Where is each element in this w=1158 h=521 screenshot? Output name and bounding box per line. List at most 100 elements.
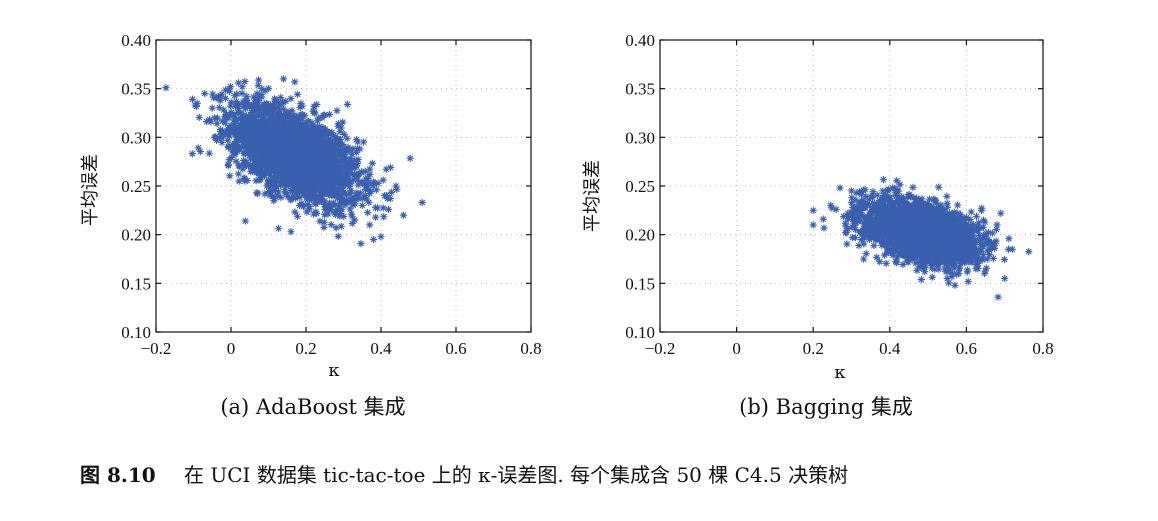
point-b-2006 bbox=[871, 202, 879, 211]
point-b-1524 bbox=[943, 211, 951, 219]
point-a-2475 bbox=[252, 148, 261, 157]
point-a-1899 bbox=[226, 82, 235, 91]
point-b-2125 bbox=[866, 221, 874, 230]
point-b-1710 bbox=[887, 247, 895, 255]
point-a-2514 bbox=[369, 235, 378, 244]
point-a-2169 bbox=[340, 212, 348, 221]
point-a-2391 bbox=[276, 119, 285, 128]
point-a-2393 bbox=[300, 111, 309, 120]
point-b-2378 bbox=[904, 225, 913, 234]
point-b-1007 bbox=[875, 196, 884, 205]
point-a-2033 bbox=[245, 151, 254, 159]
point-b-1887 bbox=[965, 245, 974, 253]
point-a-2320 bbox=[252, 143, 261, 151]
point-a-2259 bbox=[322, 182, 331, 191]
point-a-2129 bbox=[332, 155, 341, 164]
point-a-1778 bbox=[318, 150, 326, 159]
point-b-2062 bbox=[917, 200, 925, 209]
point-b-2040 bbox=[905, 211, 913, 219]
point-b-338 bbox=[935, 183, 943, 191]
point-b-963 bbox=[858, 211, 867, 220]
point-a-1302 bbox=[265, 188, 273, 196]
point-b-2160 bbox=[953, 218, 962, 227]
point-a-2359 bbox=[288, 146, 297, 154]
point-b-2262 bbox=[875, 235, 883, 244]
point-b-358 bbox=[994, 293, 1002, 301]
point-a-244 bbox=[234, 104, 243, 113]
point-b-1570 bbox=[948, 226, 957, 234]
point-b-1683 bbox=[936, 212, 945, 220]
point-a-2342 bbox=[312, 100, 321, 109]
point-a-1102 bbox=[205, 115, 214, 124]
point-b-2238 bbox=[958, 227, 967, 236]
point-a-2420 bbox=[348, 212, 356, 220]
point-a-2197 bbox=[238, 117, 247, 125]
point-a-2502 bbox=[208, 104, 216, 112]
point-a-2427 bbox=[245, 132, 253, 140]
point-b-2313 bbox=[861, 203, 870, 211]
point-b-1909 bbox=[956, 210, 965, 219]
point-a-1938 bbox=[330, 209, 339, 217]
point-a-2426 bbox=[279, 125, 288, 134]
point-a-1290 bbox=[336, 169, 345, 178]
point-b-1234 bbox=[948, 272, 956, 281]
point-b-2354 bbox=[911, 195, 920, 204]
point-a-893 bbox=[343, 100, 352, 109]
point-a-2411 bbox=[268, 141, 277, 149]
point-a-363 bbox=[239, 165, 247, 173]
point-a-2238 bbox=[308, 119, 316, 127]
point-b-2170 bbox=[941, 215, 950, 223]
point-a-2508 bbox=[234, 133, 243, 142]
point-a-2304 bbox=[365, 189, 374, 198]
point-a-1403 bbox=[277, 193, 285, 202]
point-a-2431 bbox=[267, 134, 275, 142]
point-a-1441 bbox=[255, 102, 264, 111]
point-a-1937 bbox=[257, 130, 266, 138]
point-a-1714 bbox=[317, 197, 325, 206]
point-b-1539 bbox=[892, 192, 900, 200]
point-a-1885 bbox=[235, 143, 244, 152]
point-a-1492 bbox=[310, 102, 318, 111]
point-b-1180 bbox=[969, 220, 978, 229]
point-a-2021 bbox=[289, 113, 298, 122]
point-a-672 bbox=[228, 140, 237, 149]
point-a-1511 bbox=[234, 114, 243, 123]
point-a-2321 bbox=[274, 159, 283, 167]
point-b-1835 bbox=[866, 209, 874, 217]
point-a-2293 bbox=[331, 187, 340, 196]
point-a-2403 bbox=[253, 130, 261, 138]
point-a-1173 bbox=[226, 172, 234, 180]
point-b-2367 bbox=[877, 218, 886, 226]
point-b-1743 bbox=[887, 241, 896, 250]
point-a-1220 bbox=[246, 154, 255, 163]
point-a-2486 bbox=[325, 128, 333, 137]
point-b-2047 bbox=[867, 234, 875, 242]
point-a-689 bbox=[334, 232, 342, 241]
point-a-2125 bbox=[327, 165, 335, 173]
point-b-1914 bbox=[904, 213, 913, 221]
point-b-2077 bbox=[978, 235, 987, 243]
point-a-2454 bbox=[284, 111, 293, 120]
point-a-2503 bbox=[234, 79, 243, 87]
point-a-2240 bbox=[301, 125, 309, 133]
point-b-909 bbox=[914, 199, 923, 208]
point-a-2266 bbox=[261, 108, 270, 116]
point-a-1507 bbox=[279, 98, 287, 106]
point-a-2490 bbox=[311, 124, 320, 133]
point-a-2294 bbox=[311, 142, 319, 150]
point-b-2391 bbox=[919, 215, 927, 223]
point-a-2450 bbox=[323, 165, 331, 173]
point-a-2361 bbox=[330, 156, 338, 165]
point-b-1728 bbox=[890, 242, 898, 250]
point-a-1978 bbox=[365, 198, 373, 207]
point-a-1783 bbox=[226, 102, 235, 110]
point-a-588 bbox=[296, 193, 304, 201]
point-a-1196 bbox=[299, 202, 308, 211]
point-a-2052 bbox=[289, 139, 298, 148]
point-a-1644 bbox=[244, 115, 253, 123]
point-b-1607 bbox=[1000, 255, 1009, 264]
point-a-2214 bbox=[328, 180, 336, 189]
point-b-1992 bbox=[957, 243, 966, 251]
point-a-543 bbox=[386, 163, 395, 172]
point-a-1876 bbox=[225, 111, 234, 119]
